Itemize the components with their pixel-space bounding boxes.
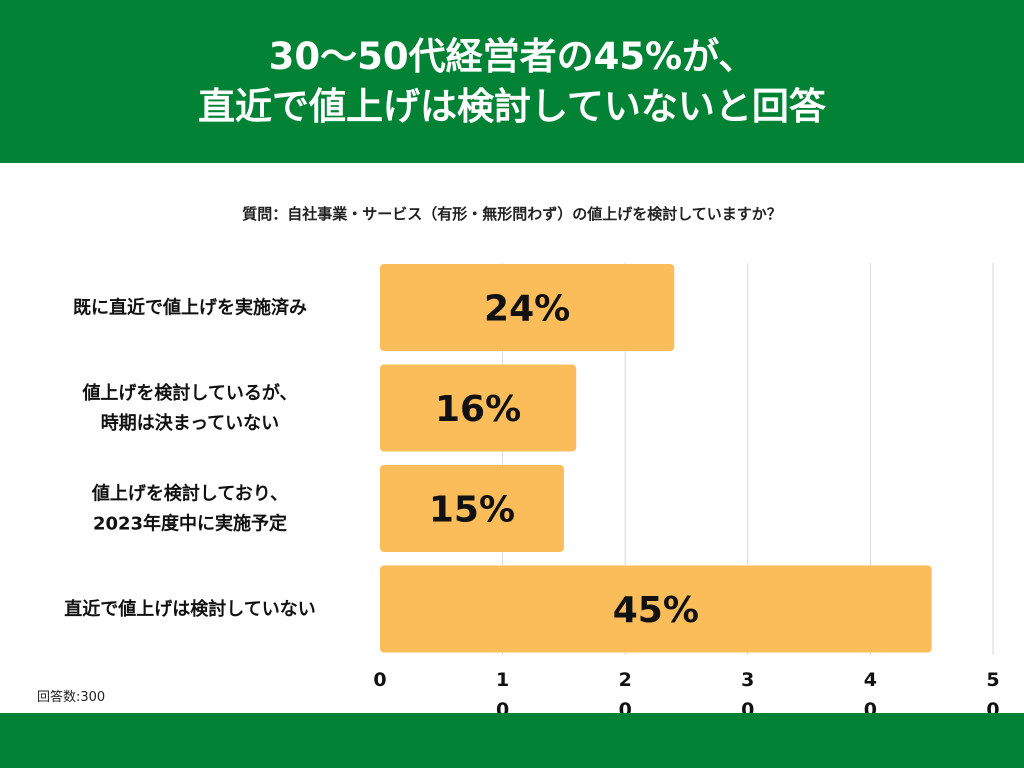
question-text: 質問：自社事業・サービス（有形・無形問わず）の値上げを検討していますか？ [242,205,782,223]
category-label: 直近で値上げは検討していない [64,598,315,620]
bar [380,565,932,653]
header-banner: 30〜50代経営者の45%が、 直近で値上げは検討していないと回答 [0,0,1024,163]
sample-size: 回答数:300 [37,690,106,705]
title-line-2: 直近で値上げは検討していないと回答 [198,84,826,128]
bar-value-label: 16% [435,389,521,430]
category-label: 値上げを検討しているが、時期は決まっていない [81,382,297,434]
bar [380,465,564,552]
x-tick-label: 0 [373,669,386,691]
category-label: 値上げを検討しており、 2023年度中に実施予定 [91,483,288,535]
bar-value-label: 45% [613,590,699,631]
bar [380,364,577,452]
bar-value-label: 24% [484,289,570,330]
bar [380,264,675,351]
footer-bar [0,713,1024,768]
category-label: 既に直近で値上げを実施済み [73,297,307,319]
bar-value-label: 15% [429,490,515,531]
title-line-1: 30〜50代経営者の45%が、 [268,34,756,78]
